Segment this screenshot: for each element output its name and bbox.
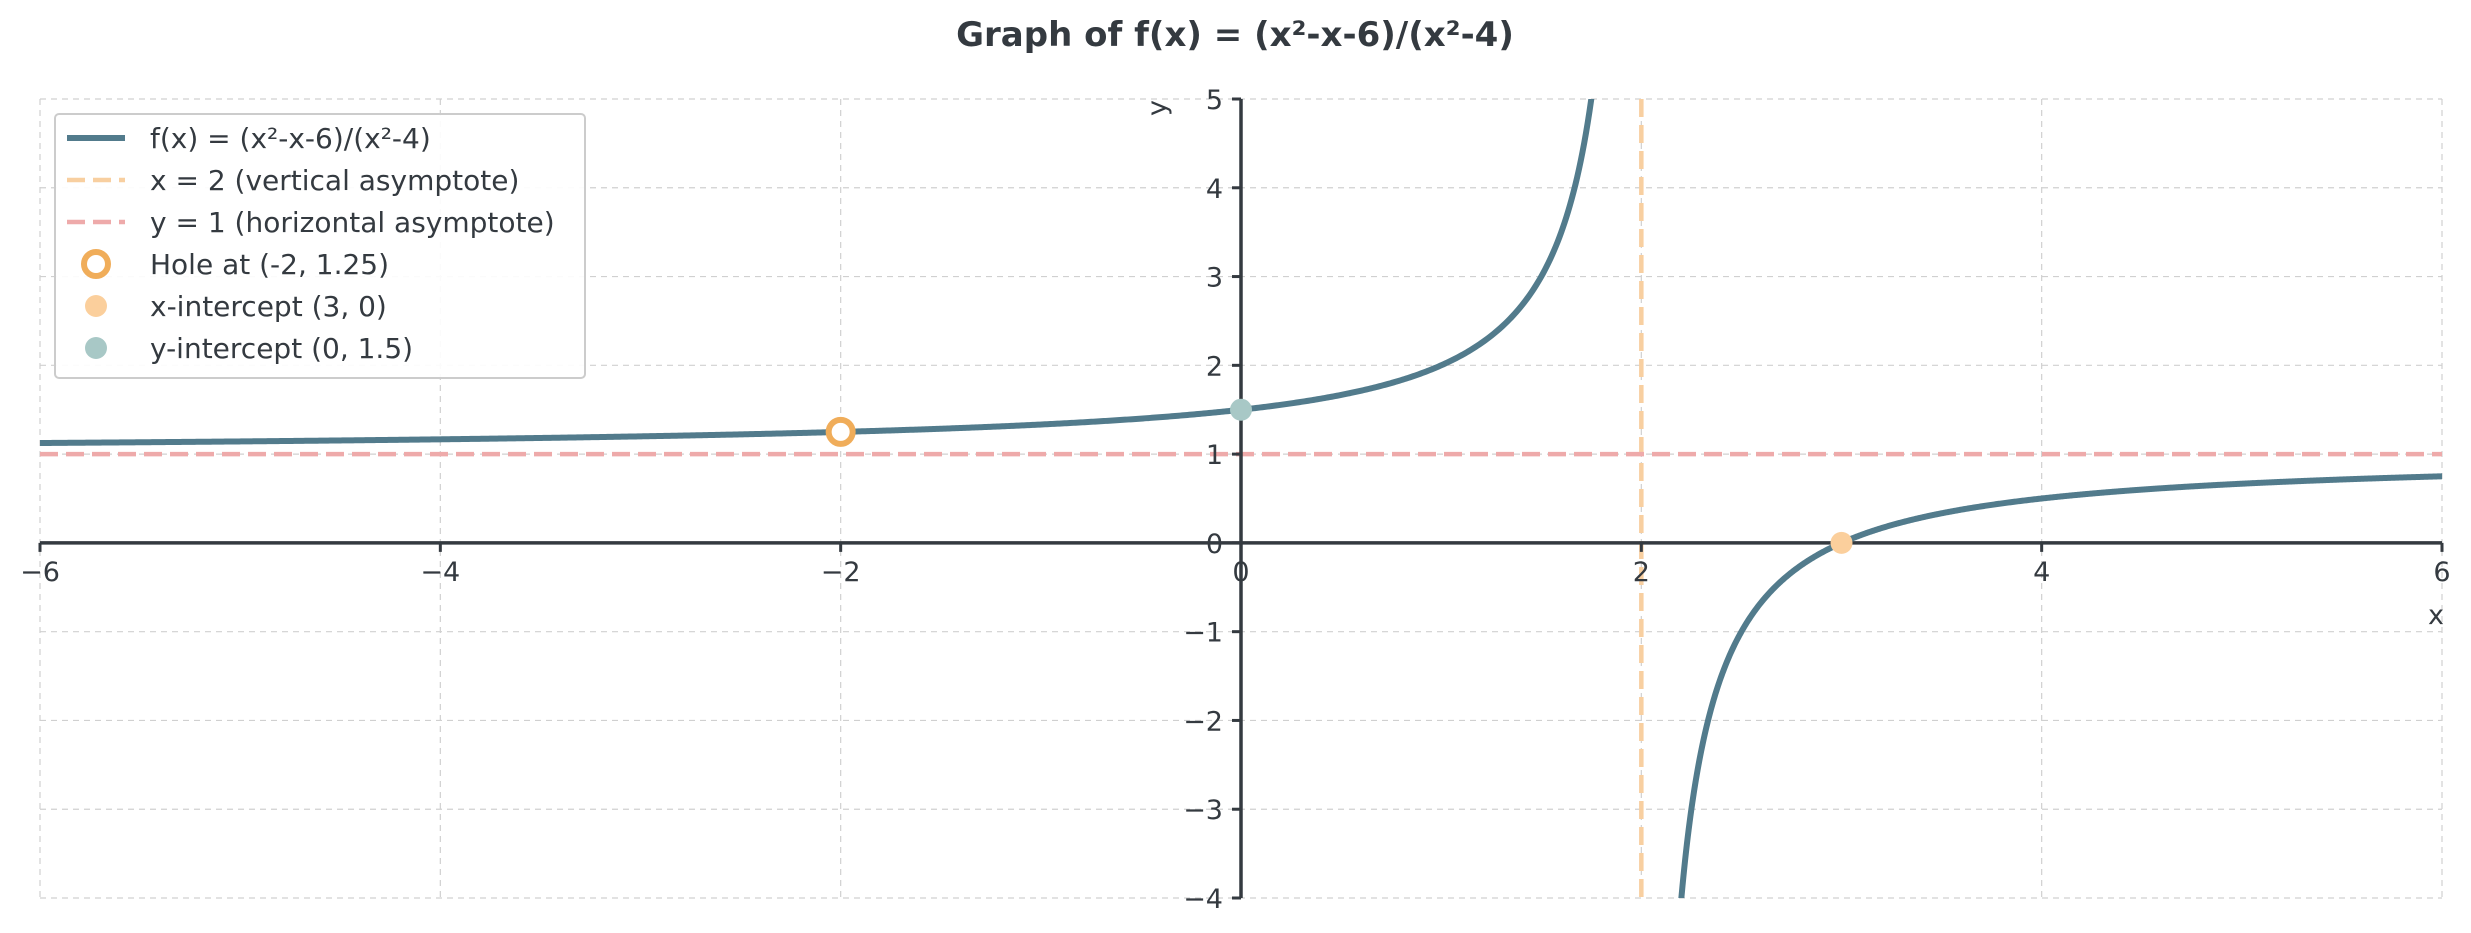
y-tick-label: 0 xyxy=(1206,529,1223,560)
x-tick-label: −4 xyxy=(420,557,460,588)
legend-label: y = 1 (horizontal asymptote) xyxy=(150,206,555,239)
legend-swatch-point xyxy=(85,295,107,317)
y-tick-label: −4 xyxy=(1183,884,1223,915)
chart-title: Graph of f(x) = (x²-x-6)/(x²-4) xyxy=(956,15,1514,55)
y-tick-label: −1 xyxy=(1183,618,1223,649)
axes: −6 −4 −2 0 2 4 6 −4 −3 −2 −1 0 1 2 3 4 5 xyxy=(20,85,2451,915)
legend-label: y-intercept (0, 1.5) xyxy=(150,332,413,365)
hole-point xyxy=(825,416,856,447)
y-tick-label: −3 xyxy=(1183,795,1223,826)
x-intercept-point xyxy=(1830,531,1853,554)
y-tick-label: 1 xyxy=(1206,440,1223,471)
x-tick-label: 2 xyxy=(1633,557,1650,588)
legend-swatch-hole xyxy=(81,249,111,279)
x-tick-label: −6 xyxy=(20,557,60,588)
x-tick-label: 6 xyxy=(2433,557,2450,588)
legend-label: x-intercept (3, 0) xyxy=(150,290,387,323)
legend-swatch-point xyxy=(85,337,107,359)
legend-frame xyxy=(54,113,586,379)
y-axis-label: y xyxy=(1142,100,1173,116)
function-curve-right-branch xyxy=(1678,473,2442,898)
y-tick-label: 3 xyxy=(1206,263,1223,294)
legend: f(x) = (x²-x-6)/(x²-4) x = 2 (vertical as… xyxy=(54,113,586,379)
y-tick-label: 5 xyxy=(1206,85,1223,116)
y-tick-label: −2 xyxy=(1183,706,1223,737)
x-tick-label: 0 xyxy=(1232,557,1249,588)
x-tick-label: −2 xyxy=(821,557,861,588)
y-tick-label: 4 xyxy=(1206,174,1223,205)
y-tick-label: 2 xyxy=(1206,351,1223,382)
x-axis-label: x xyxy=(2428,600,2444,631)
legend-label: Hole at (-2, 1.25) xyxy=(150,248,389,281)
y-intercept-point xyxy=(1230,398,1252,421)
legend-label: x = 2 (vertical asymptote) xyxy=(150,164,519,197)
legend-label: f(x) = (x²-x-6)/(x²-4) xyxy=(150,122,431,155)
marked-points xyxy=(825,398,1853,554)
x-tick-label: 4 xyxy=(2033,557,2050,588)
